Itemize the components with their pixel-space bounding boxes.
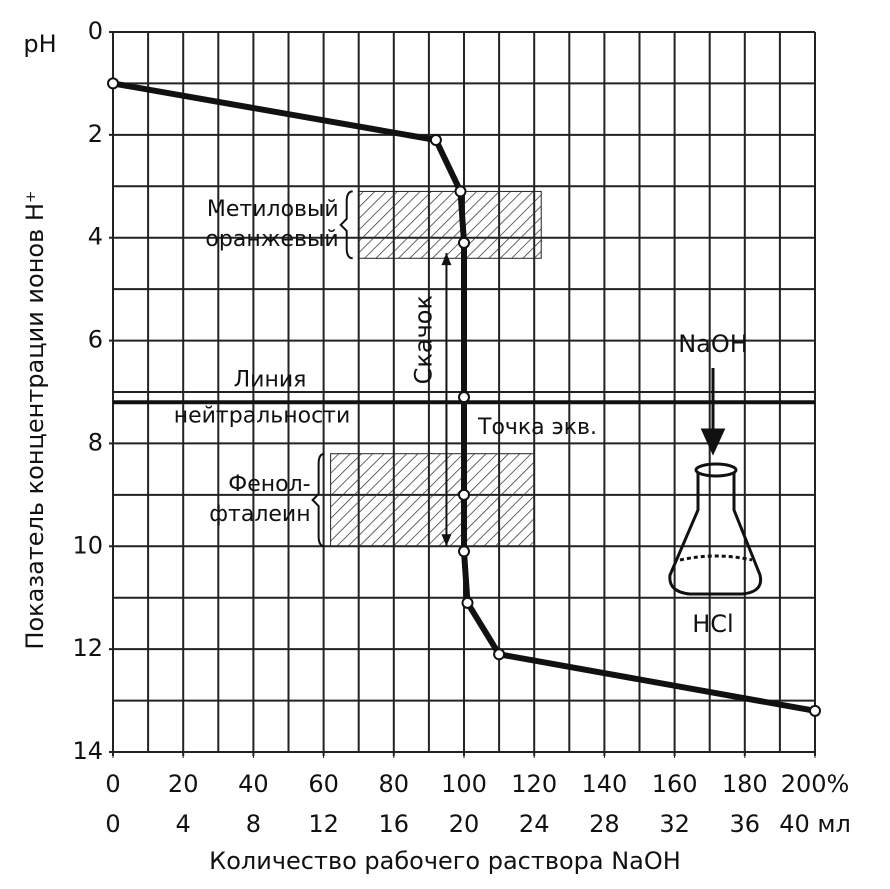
x-tick-label: 120 [511,770,557,798]
x-tick-label: 40 [238,770,269,798]
point [107,77,119,90]
point [458,236,470,249]
x2-tick-label: 8 [246,810,261,838]
x2-tick-label: 24 [519,810,550,838]
x-tick-label: 60 [308,770,339,798]
indicator-band [330,453,535,547]
grid [109,31,816,758]
x-tick-label: 100 [441,770,487,798]
x-tick-label: 200% [781,770,850,798]
y-tick-label: 4 [88,223,103,251]
band-label: Фенол- [228,472,310,497]
x2-tick-label: 4 [176,810,191,838]
point [809,704,821,717]
y-tick-label: 12 [72,634,103,662]
indicator-band [358,190,542,259]
point [458,488,470,501]
band-label: фталеин [209,502,310,527]
analyte-label: HCl [692,610,733,638]
x-title: Количество рабочего раствора NaOH [209,847,681,875]
x2-tick-label: 20 [449,810,480,838]
y-tick-label: 8 [88,428,103,456]
x-tick-label: 80 [379,770,410,798]
x2-tick-label: 28 [589,810,620,838]
x2-tick-label: 12 [308,810,339,838]
point [493,648,506,661]
arrow-head [441,534,452,547]
x-tick-label: 20 [168,770,199,798]
x-tick-label: 180 [722,770,768,798]
y-tick-label: 6 [88,326,103,354]
titration-curve [112,80,816,714]
neutral-label: нейтральности [174,403,351,428]
bracket [339,190,353,260]
y-tick-label: 14 [72,737,103,765]
x2-tick-label: 0 [105,810,120,838]
point [429,134,442,146]
x-tick-label: 140 [581,770,627,798]
x2-tick-label: 40 мл [779,810,851,838]
x2-tick-label: 16 [379,810,410,838]
flask [668,368,763,596]
point [458,545,470,558]
band-label: оранжевый [205,227,338,252]
arrow-head [441,253,452,266]
jump-label: Скачок [409,295,437,384]
y-axis-unit: pH [23,30,56,58]
equivalence-label: Точка экв. [477,415,597,440]
point [458,391,470,404]
y-title: Показатель концентрации ионов H⁺ [21,190,49,649]
point [454,185,467,198]
x-tick-label: 160 [652,770,698,798]
titrant-label: NaOH [678,330,748,358]
neutral-label: Линия [234,367,307,392]
y-tick-label: 0 [88,17,103,45]
x2-tick-label: 32 [659,810,690,838]
y-tick-label: 2 [88,120,103,148]
band-label: Метиловый [207,197,339,222]
y-tick-label: 10 [72,531,103,559]
x2-tick-label: 36 [730,810,761,838]
bracket [311,452,325,548]
x-tick-label: 0 [105,770,120,798]
point [461,596,474,609]
marks [107,77,821,717]
